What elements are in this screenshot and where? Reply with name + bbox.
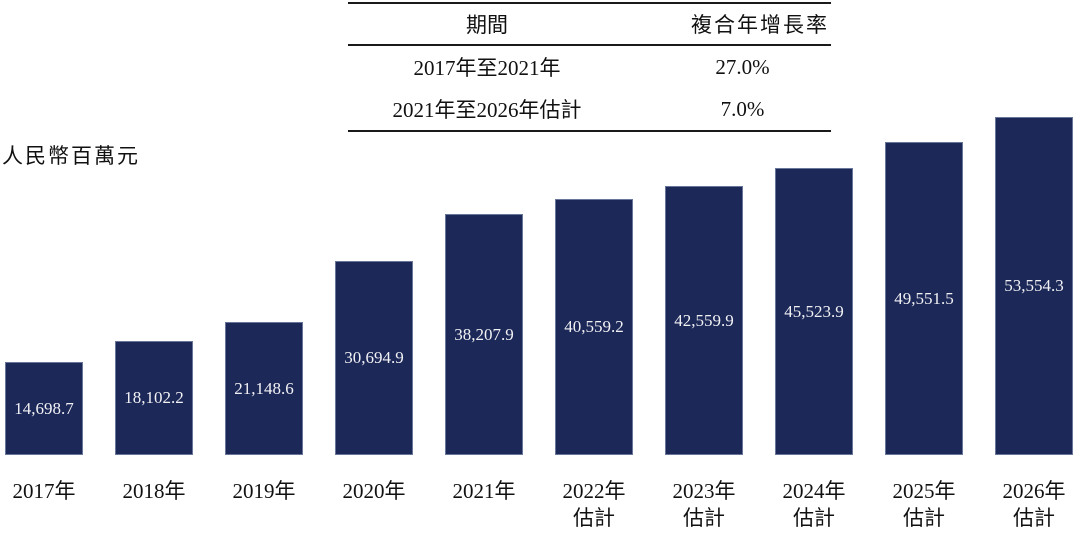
x-axis-label-2022年估計: 2022年估計 bbox=[555, 478, 633, 532]
cagr-table-header-row: 期間 複合年增長率 bbox=[348, 4, 831, 46]
x-axis-label-2026年估計: 2026年估計 bbox=[995, 478, 1073, 532]
x-axis-label-year: 2019年 bbox=[232, 479, 296, 503]
x-axis-label-2024年估計: 2024年估計 bbox=[775, 478, 853, 532]
x-axis-label-year: 2023年 bbox=[672, 479, 736, 503]
x-axis-label-2018年: 2018年 bbox=[115, 478, 193, 532]
x-axis-label-year: 2020年 bbox=[342, 479, 406, 503]
x-axis-label-2017年: 2017年 bbox=[5, 478, 83, 532]
cagr-period-label: 2017年至2021年 bbox=[413, 56, 561, 80]
cagr-rate-value: 27.0% bbox=[715, 54, 770, 79]
cagr-table: 期間 複合年增長率 2017年至2021年 27.0% 2021年至2026年估… bbox=[348, 2, 831, 132]
x-axis-label-estimate: 估計 bbox=[683, 506, 725, 530]
cagr-table-header-period: 期間 bbox=[466, 13, 508, 37]
bar-2021年: 38,207.9 bbox=[445, 214, 523, 455]
bar-2017年: 14,698.7 bbox=[5, 362, 83, 455]
bar-value-label: 40,559.2 bbox=[564, 317, 624, 336]
y-axis-unit-label: 人民幣百萬元 bbox=[2, 144, 140, 168]
bar-2018年: 18,102.2 bbox=[115, 341, 193, 455]
cagr-table-row-2017-2021: 2017年至2021年 27.0% bbox=[348, 46, 831, 88]
x-axis-label-year: 2017年 bbox=[12, 479, 76, 503]
bar-value-label: 21,148.6 bbox=[234, 378, 294, 398]
x-axis-label-estimate: 估計 bbox=[903, 506, 945, 530]
x-axis-label-estimate: 估計 bbox=[793, 506, 835, 530]
x-axis-label-estimate: 估計 bbox=[1013, 506, 1055, 530]
bar-value-label: 30,694.9 bbox=[344, 348, 404, 367]
cagr-table-row-2021-2026e: 2021年至2026年估計 7.0% bbox=[348, 88, 831, 130]
bar-value-label: 38,207.9 bbox=[454, 324, 514, 344]
x-axis-label-year: 2021年 bbox=[452, 479, 516, 503]
bar-2024年估計: 45,523.9 bbox=[775, 168, 853, 455]
bar-2026年估計: 53,554.3 bbox=[995, 117, 1073, 455]
x-axis-label-2019年: 2019年 bbox=[225, 478, 303, 532]
bar-value-label: 49,551.5 bbox=[894, 288, 954, 308]
bar-value-label: 53,554.3 bbox=[1004, 276, 1064, 295]
x-axis-label-2021年: 2021年 bbox=[445, 478, 523, 532]
bar-2025年估計: 49,551.5 bbox=[885, 142, 963, 455]
bar-value-label: 14,698.7 bbox=[14, 398, 74, 418]
bar-value-label: 42,559.9 bbox=[674, 310, 734, 330]
cagr-table-header-rate: 複合年增長率 bbox=[691, 13, 829, 37]
bar-2023年估計: 42,559.9 bbox=[665, 186, 743, 455]
x-axis-labels: 2017年 2018年 2019年 2020年 2021年 2022年 估計 2023年 估計 2… bbox=[5, 478, 1073, 532]
x-axis-label-2023年估計: 2023年估計 bbox=[665, 478, 743, 532]
bar-chart-plot: 14,698.7 18,102.2 21,148.6 30,694.9 38,207.9… bbox=[5, 117, 1073, 455]
x-axis-label-estimate: 估計 bbox=[573, 506, 615, 530]
bar-2020年: 30,694.9 bbox=[335, 261, 413, 455]
cagr-rate-value: 7.0% bbox=[720, 96, 765, 121]
x-axis-label-year: 2018年 bbox=[122, 479, 186, 503]
cagr-period-label: 2021年至2026年估計 bbox=[392, 98, 582, 122]
bar-2019年: 21,148.6 bbox=[225, 322, 303, 455]
x-axis-label-2020年: 2020年 bbox=[335, 478, 413, 532]
x-axis-label-year: 2026年 bbox=[1002, 479, 1066, 503]
bar-value-label: 45,523.9 bbox=[784, 301, 844, 321]
bar-value-label: 18,102.2 bbox=[124, 388, 184, 407]
x-axis-label-year: 2022年 bbox=[562, 479, 626, 503]
x-axis-label-year: 2024年 bbox=[782, 479, 846, 503]
x-axis-label-year: 2025年 bbox=[892, 479, 956, 503]
bar-2022年估計: 40,559.2 bbox=[555, 199, 633, 455]
x-axis-label-2025年估計: 2025年估計 bbox=[885, 478, 963, 532]
